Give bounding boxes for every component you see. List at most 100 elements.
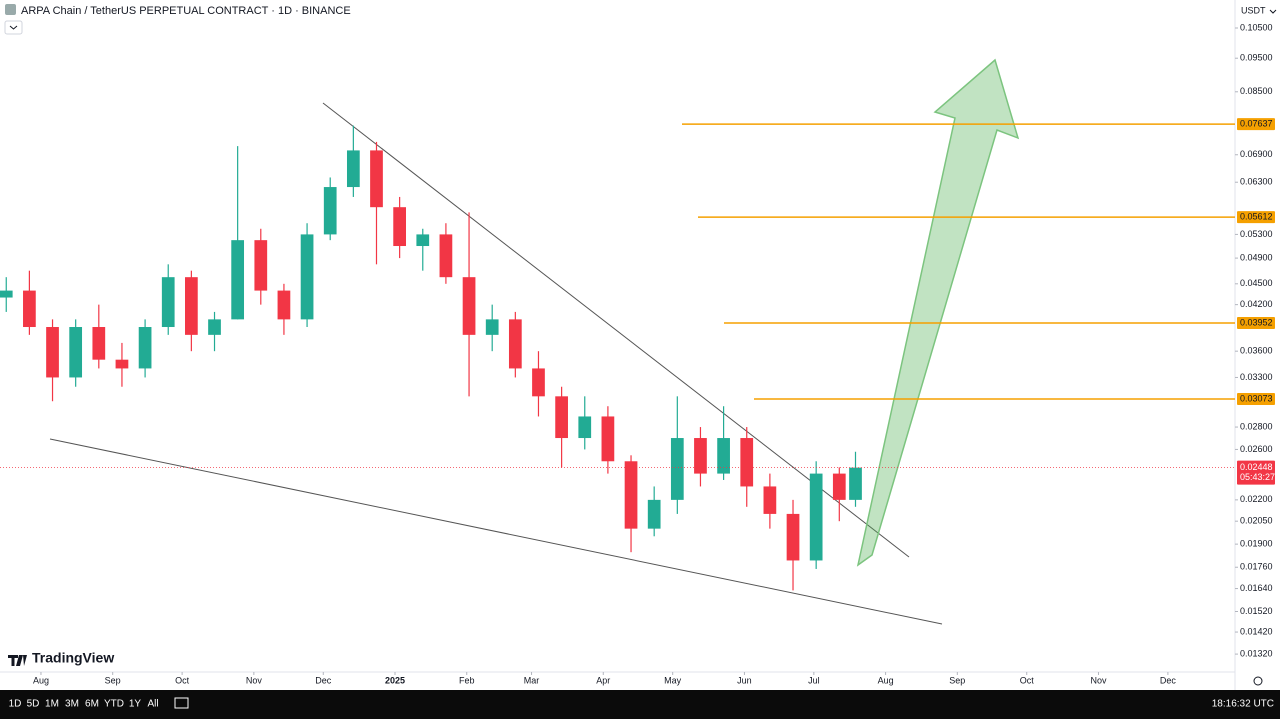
x-tick-label: Sep: [949, 675, 965, 685]
price-level-tag: [1237, 317, 1275, 330]
x-tick-label: Nov: [246, 675, 263, 685]
candle-body: [717, 438, 730, 474]
y-tick-label: 0.01320: [1240, 648, 1273, 658]
candle-body: [208, 319, 221, 335]
price-level-tag: [1237, 211, 1275, 224]
y-tick-label: 0.02800: [1240, 421, 1273, 431]
candle-body: [416, 234, 430, 247]
candle-body: [485, 319, 499, 335]
candle-body: [809, 473, 823, 561]
candle-body: [393, 207, 406, 247]
range-button[interactable]: 1D: [9, 699, 22, 710]
x-tick-label: Aug: [33, 675, 49, 685]
candle-body: [508, 319, 522, 369]
x-tick-label: Apr: [596, 675, 610, 685]
candle-body: [647, 499, 661, 529]
range-button[interactable]: 5D: [27, 699, 40, 710]
candle-body: [185, 277, 198, 335]
candle-body: [601, 416, 615, 462]
last-price-tag: [1237, 460, 1275, 485]
x-tick-label: Oct: [1020, 675, 1035, 685]
range-button[interactable]: 1M: [45, 699, 59, 710]
y-tick-label: 0.01640: [1240, 583, 1273, 593]
y-tick-label: 0.02050: [1240, 516, 1273, 526]
x-tick-label: Nov: [1090, 675, 1107, 685]
candle-body: [439, 234, 453, 278]
candle-body: [92, 327, 106, 360]
x-tick-label: Mar: [524, 675, 540, 685]
chart-title: ARPA Chain / TetherUS PERPETUAL CONTRACT…: [21, 5, 351, 17]
trend-line-lower: [49, 438, 943, 625]
y-tick-label: 0.09500: [1240, 53, 1273, 63]
last-price-label: 0.02448: [1240, 462, 1273, 472]
candle-body: [832, 473, 846, 500]
candle-body: [323, 187, 337, 235]
y-tick-label: 0.06300: [1240, 177, 1273, 187]
x-tick-label: May: [664, 675, 682, 685]
x-tick-label: 2025: [385, 675, 405, 685]
candle-body: [231, 240, 245, 320]
candle-body: [763, 486, 777, 514]
currency[interactable]: USDT: [1241, 5, 1266, 15]
candle-body: [532, 368, 545, 397]
clock: 18:16:32 UTC: [1212, 699, 1274, 710]
price-level-label: 0.07637: [1240, 118, 1273, 128]
chevron: [1269, 9, 1277, 14]
candle-body: [300, 234, 314, 320]
range-button[interactable]: 3M: [65, 699, 79, 710]
candle-body: [23, 290, 36, 328]
candle-body: [277, 290, 291, 320]
candle-body: [115, 359, 129, 369]
price-level-label: 0.03073: [1240, 393, 1273, 403]
candle-body: [694, 438, 707, 474]
price-level-label: 0.05612: [1240, 212, 1273, 222]
symbol-icon: [5, 4, 16, 15]
candle-body: [462, 277, 476, 335]
y-tick-label: 0.05300: [1240, 229, 1273, 239]
candle-body: [69, 327, 83, 378]
x-tick-label: Feb: [459, 675, 475, 685]
settings-icon[interactable]: [1253, 676, 1263, 686]
range-button[interactable]: All: [147, 699, 158, 710]
y-tick-label: 0.03300: [1240, 372, 1273, 382]
y-tick-label: 0.02200: [1240, 494, 1273, 504]
y-tick-label: 0.01420: [1240, 626, 1273, 636]
candles: [0, 125, 862, 591]
y-tick-label: 0.04900: [1240, 252, 1273, 262]
x-tick-label: Jun: [737, 675, 752, 685]
chevron: [9, 25, 18, 30]
candle-body: [138, 327, 152, 369]
collapse-button[interactable]: [4, 20, 23, 35]
x-tick-label: Sep: [105, 675, 121, 685]
y-tick-label: 0.01520: [1240, 606, 1273, 616]
y-tick-label: 0.06900: [1240, 149, 1273, 159]
brand: TradingView: [32, 650, 114, 666]
calendar-icon[interactable]: [174, 697, 189, 709]
candle-body: [346, 150, 360, 188]
y-tick-label: 0.08500: [1240, 86, 1273, 96]
x-tick-label: Oct: [175, 675, 190, 685]
x-tick-label: Dec: [1160, 675, 1177, 685]
candle-body: [849, 467, 862, 500]
candle-body: [46, 327, 59, 378]
range-button[interactable]: 6M: [85, 699, 99, 710]
brand-logo: [8, 655, 27, 666]
range-button[interactable]: 1Y: [129, 699, 142, 710]
target-arrow: [856, 58, 1020, 567]
range-button[interactable]: YTD: [104, 699, 124, 710]
y-tick-label: 0.04500: [1240, 278, 1273, 288]
x-tick-label: Aug: [878, 675, 894, 685]
candle-body: [254, 240, 268, 291]
y-tick-label: 0.01900: [1240, 539, 1273, 549]
price-level-tag: [1237, 392, 1275, 405]
y-tick-label: 0.01760: [1240, 562, 1273, 572]
y-tick-label: 0.04200: [1240, 299, 1273, 309]
bottom-bar: [0, 690, 1280, 719]
candle-body: [624, 461, 638, 529]
price-level-label: 0.03952: [1240, 317, 1273, 327]
candle-body: [578, 416, 592, 439]
candle-body: [786, 513, 800, 561]
